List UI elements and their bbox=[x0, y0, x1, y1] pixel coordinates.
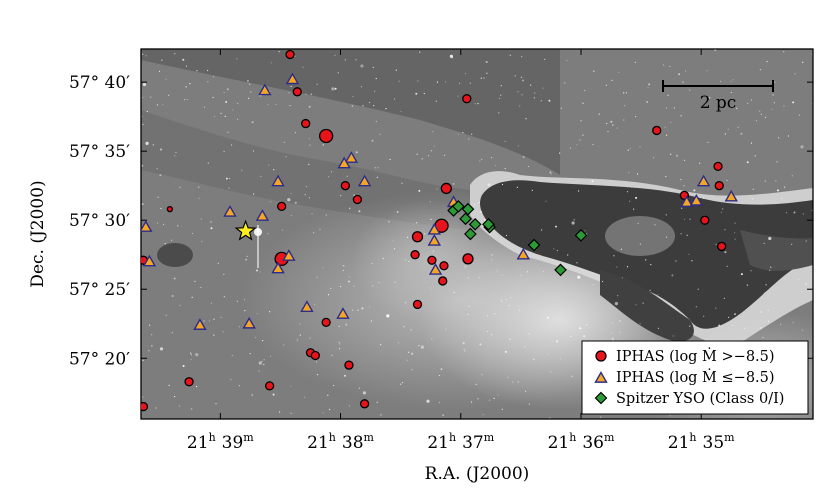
data-point-circle bbox=[340, 181, 351, 191]
data-point-circle bbox=[310, 350, 320, 361]
y-tick-label: 57° 40′ bbox=[69, 73, 130, 93]
data-point-circle bbox=[344, 360, 354, 370]
data-point-diamond bbox=[468, 217, 482, 231]
legend: IPHAS (log Ṁ >−8.5) IPHAS (log Ṁ ≤−8.5) Sp… bbox=[581, 340, 809, 415]
data-point-circle bbox=[412, 299, 423, 310]
data-point-triangle bbox=[255, 209, 270, 221]
data-point-triangle bbox=[428, 262, 443, 275]
data-point-circle bbox=[462, 253, 474, 265]
data-point-triangle bbox=[336, 307, 350, 319]
data-point-triangle bbox=[427, 222, 442, 235]
data-point-circle bbox=[321, 317, 331, 328]
data-point-triangle bbox=[337, 156, 351, 169]
data-point-diamond bbox=[464, 227, 477, 241]
data-point-circle bbox=[700, 215, 710, 225]
star-marker bbox=[234, 219, 257, 241]
x-tick-label: 21h 35m bbox=[668, 431, 735, 453]
data-point-triangle bbox=[427, 233, 442, 246]
data-point-circle bbox=[141, 401, 149, 412]
data-point-circle bbox=[166, 205, 174, 213]
y-tick-label: 57° 35′ bbox=[69, 142, 130, 162]
markers bbox=[128, 49, 738, 412]
data-point-circle bbox=[411, 231, 424, 243]
data-point-circle bbox=[359, 399, 370, 409]
data-point-circle bbox=[277, 201, 287, 212]
x-axis-title: R.A. (J2000) bbox=[425, 464, 530, 484]
legend-entry: IPHAS (log Ṁ ≤−8.5) bbox=[594, 368, 775, 386]
data-point-circle bbox=[318, 128, 334, 144]
data-point-circle bbox=[714, 181, 724, 191]
data-point-triangle bbox=[258, 83, 272, 96]
data-point-diamond bbox=[574, 229, 588, 242]
x-tick-label: 21h 39m bbox=[187, 431, 254, 453]
legend-circle-icon bbox=[595, 350, 607, 362]
data-point-triangle bbox=[223, 204, 237, 217]
data-point-triangle bbox=[242, 316, 256, 329]
data-point-circle bbox=[713, 161, 723, 172]
data-point-circle bbox=[264, 381, 275, 391]
data-point-diamond bbox=[452, 200, 465, 213]
data-point-circle bbox=[184, 377, 194, 387]
data-point-diamond bbox=[459, 212, 472, 226]
data-point-circle bbox=[440, 182, 452, 195]
data-point-circle bbox=[439, 261, 449, 271]
data-point-circle bbox=[462, 94, 472, 104]
data-point-triangle bbox=[680, 195, 694, 208]
data-point-triangle bbox=[300, 300, 314, 312]
y-tick-label: 57° 30′ bbox=[69, 211, 130, 231]
data-point-circle bbox=[352, 194, 363, 205]
data-point-diamond bbox=[554, 263, 567, 277]
data-point-triangle bbox=[271, 174, 285, 187]
legend-label: Spitzer YSO (Class 0/I) bbox=[616, 391, 784, 407]
data-point-triangle bbox=[724, 189, 738, 202]
legend-label: IPHAS (log Ṁ ≤−8.5) bbox=[616, 368, 775, 386]
data-point-triangle bbox=[271, 261, 285, 274]
data-point-circle bbox=[292, 87, 302, 97]
data-point-circle bbox=[438, 276, 448, 286]
x-tick-label: 21h 37m bbox=[427, 431, 494, 453]
data-point-circle bbox=[301, 118, 311, 129]
y-tick-label: 57° 20′ bbox=[69, 349, 130, 369]
data-point-circle bbox=[427, 255, 437, 265]
data-point-triangle bbox=[344, 151, 359, 163]
y-tick-label: 57° 25′ bbox=[69, 280, 130, 300]
data-point-triangle bbox=[282, 249, 296, 261]
plot-frame bbox=[140, 48, 814, 420]
data-point-diamond bbox=[527, 238, 541, 252]
y-axis: 57° 40′ 57° 35′ 57° 30′ 57° 25′ 57° 20′ bbox=[69, 73, 813, 369]
data-point-triangle bbox=[516, 247, 530, 260]
data-point-diamond bbox=[482, 217, 495, 231]
data-point-circle bbox=[410, 250, 420, 260]
legend-label: IPHAS (log Ṁ >−8.5) bbox=[616, 347, 775, 365]
data-point-triangle bbox=[689, 193, 704, 206]
data-point-diamond bbox=[461, 202, 475, 216]
data-point-triangle bbox=[142, 254, 157, 267]
legend-entry: Spitzer YSO (Class 0/I) bbox=[594, 391, 784, 407]
data-point-circle bbox=[652, 125, 662, 136]
y-axis-title: Dec. (J2000) bbox=[28, 180, 48, 287]
legend-entry: IPHAS (log Ṁ >−8.5) bbox=[595, 347, 775, 365]
x-tick-label: 21h 38m bbox=[307, 431, 374, 453]
data-point-circle bbox=[285, 49, 295, 60]
data-point-triangle bbox=[696, 174, 711, 187]
legend-diamond-icon bbox=[594, 391, 608, 405]
data-point-triangle bbox=[285, 72, 300, 85]
data-point-triangle bbox=[193, 318, 207, 330]
data-point-triangle bbox=[128, 302, 139, 312]
data-point-triangle bbox=[141, 220, 153, 232]
x-axis: 21h 39m 21h 38m 21h 37m 21h 36m 21h 35m bbox=[187, 49, 735, 453]
x-tick-label: 21h 36m bbox=[548, 431, 615, 453]
scale-bar-label: 2 pc bbox=[700, 93, 737, 113]
legend-triangle-icon bbox=[594, 371, 608, 383]
scale-bar: 2 pc bbox=[662, 80, 774, 113]
data-point-triangle bbox=[357, 174, 372, 187]
data-point-circle bbox=[716, 241, 727, 252]
